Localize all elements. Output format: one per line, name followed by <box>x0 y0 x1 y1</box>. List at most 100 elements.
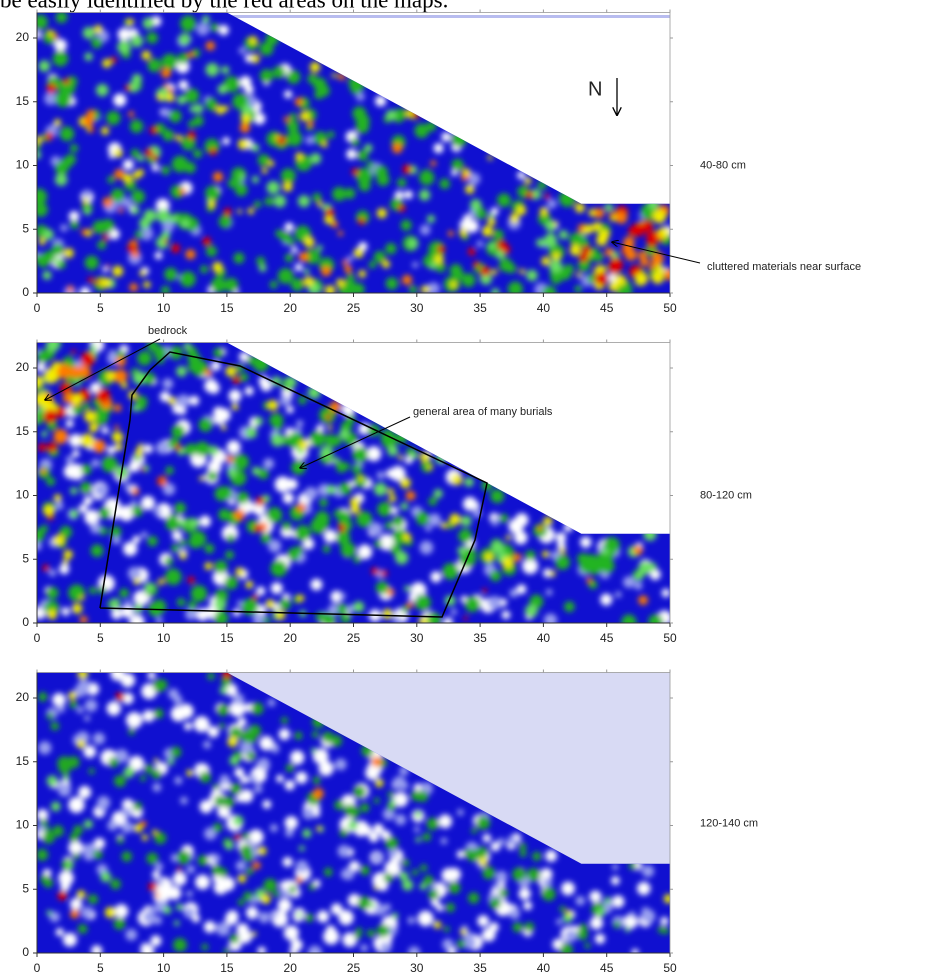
heatmap-blob <box>664 894 674 904</box>
heatmap-blob <box>219 215 232 228</box>
heatmap-blob <box>270 560 287 577</box>
heatmap-blob <box>43 878 53 888</box>
heatmap-blob <box>183 342 191 350</box>
heatmap-blob <box>322 732 333 743</box>
heatmap-blob <box>84 820 93 829</box>
heatmap-blob <box>90 345 96 351</box>
x-tick-label: 50 <box>663 961 677 975</box>
heatmap-blob <box>519 843 526 850</box>
heatmap-blob <box>384 873 394 883</box>
heatmap-blob <box>559 190 576 207</box>
heatmap-blob <box>271 582 283 594</box>
heatmap-blob <box>188 52 194 58</box>
y-tick-label: 0 <box>22 285 29 299</box>
heatmap-blob <box>81 352 95 366</box>
heatmap-blob <box>393 516 404 527</box>
heatmap-blob <box>196 23 209 36</box>
heatmap-blob <box>295 525 311 541</box>
heatmap-blob <box>221 424 227 430</box>
heatmap-blob <box>299 846 305 852</box>
heatmap-blob <box>161 166 170 175</box>
heatmap-blob <box>142 835 148 841</box>
heatmap-blob <box>353 447 368 462</box>
heatmap-blob <box>245 386 254 395</box>
heatmap-blob <box>268 400 279 411</box>
heatmap-blob <box>231 403 238 410</box>
heatmap-blob <box>540 207 549 216</box>
heatmap-blob <box>497 240 507 250</box>
heatmap-blob <box>70 144 78 152</box>
heatmap-blob <box>219 723 225 729</box>
heatmap-blob <box>46 713 53 720</box>
heatmap-blob <box>438 814 452 828</box>
y-tick-label: 5 <box>22 221 29 235</box>
heatmap-blob <box>513 554 521 562</box>
heatmap-blob <box>295 546 303 554</box>
heatmap-blob <box>251 144 259 152</box>
heatmap-blob <box>147 536 157 546</box>
heatmap-blob <box>152 829 157 834</box>
heatmap-blob <box>84 208 91 215</box>
heatmap-blob <box>259 912 270 923</box>
heatmap-blob <box>317 910 329 922</box>
heatmap-blob <box>209 446 219 456</box>
heatmap-blob <box>143 18 155 30</box>
x-tick-label: 10 <box>157 961 171 975</box>
heatmap-blob <box>81 464 92 475</box>
heatmap-blob <box>463 497 477 511</box>
heatmap-blob <box>340 829 348 837</box>
heatmap-blob <box>103 234 110 241</box>
heatmap-blob <box>140 467 144 471</box>
x-tick-label: 10 <box>157 631 171 645</box>
heatmap-blob <box>34 418 42 426</box>
heatmap-blob <box>263 879 277 893</box>
heatmap-blob <box>392 143 402 153</box>
heatmap-blob <box>570 245 581 256</box>
heatmap-blob <box>140 775 146 781</box>
heatmap-blob <box>261 894 271 904</box>
x-tick-label: 15 <box>220 301 234 315</box>
heatmap-blob <box>414 826 420 832</box>
heatmap-blob <box>398 455 403 460</box>
heatmap-blob <box>70 898 82 910</box>
heatmap-blob <box>113 148 122 157</box>
heatmap-blob <box>265 599 275 609</box>
heatmap-blob <box>233 609 241 617</box>
heatmap-blob <box>407 601 414 608</box>
heatmap-blob <box>367 424 379 436</box>
heatmap-blob <box>171 544 179 552</box>
heatmap-blob <box>240 123 250 133</box>
heatmap-blob <box>58 783 71 796</box>
heatmap-blob <box>448 882 460 894</box>
heatmap-blob <box>53 51 69 67</box>
heatmap-blob <box>48 30 54 36</box>
heatmap-blob <box>270 281 278 289</box>
heatmap-blob <box>103 197 113 207</box>
heatmap-blob <box>628 226 639 237</box>
x-tick-label: 50 <box>663 301 677 315</box>
heatmap-blob <box>464 477 474 487</box>
heatmap-blob <box>325 208 334 217</box>
heatmap-blob <box>515 513 529 527</box>
x-tick-label: 35 <box>473 301 487 315</box>
heatmap-blob <box>254 785 263 794</box>
heatmap-blob <box>635 272 648 285</box>
heatmap-blob <box>271 434 284 447</box>
heatmap-blob <box>128 391 137 400</box>
heatmap-blob <box>389 799 396 806</box>
heatmap-blob <box>132 405 139 412</box>
heatmap-blob <box>237 492 249 504</box>
heatmap-blob <box>388 488 394 494</box>
heatmap-blob <box>164 239 168 243</box>
heatmap-blob <box>55 173 68 186</box>
heatmap-blob <box>285 780 295 790</box>
heatmap-blob <box>193 149 202 158</box>
heatmap-blob <box>227 468 237 478</box>
heatmap-blob <box>68 840 83 855</box>
heatmap-blob <box>324 530 337 543</box>
heatmap-blob <box>295 98 303 106</box>
heatmap-blob <box>287 131 303 147</box>
heatmap-blob <box>224 841 233 850</box>
heatmap-blob <box>415 837 420 842</box>
heatmap-blob <box>195 875 210 890</box>
